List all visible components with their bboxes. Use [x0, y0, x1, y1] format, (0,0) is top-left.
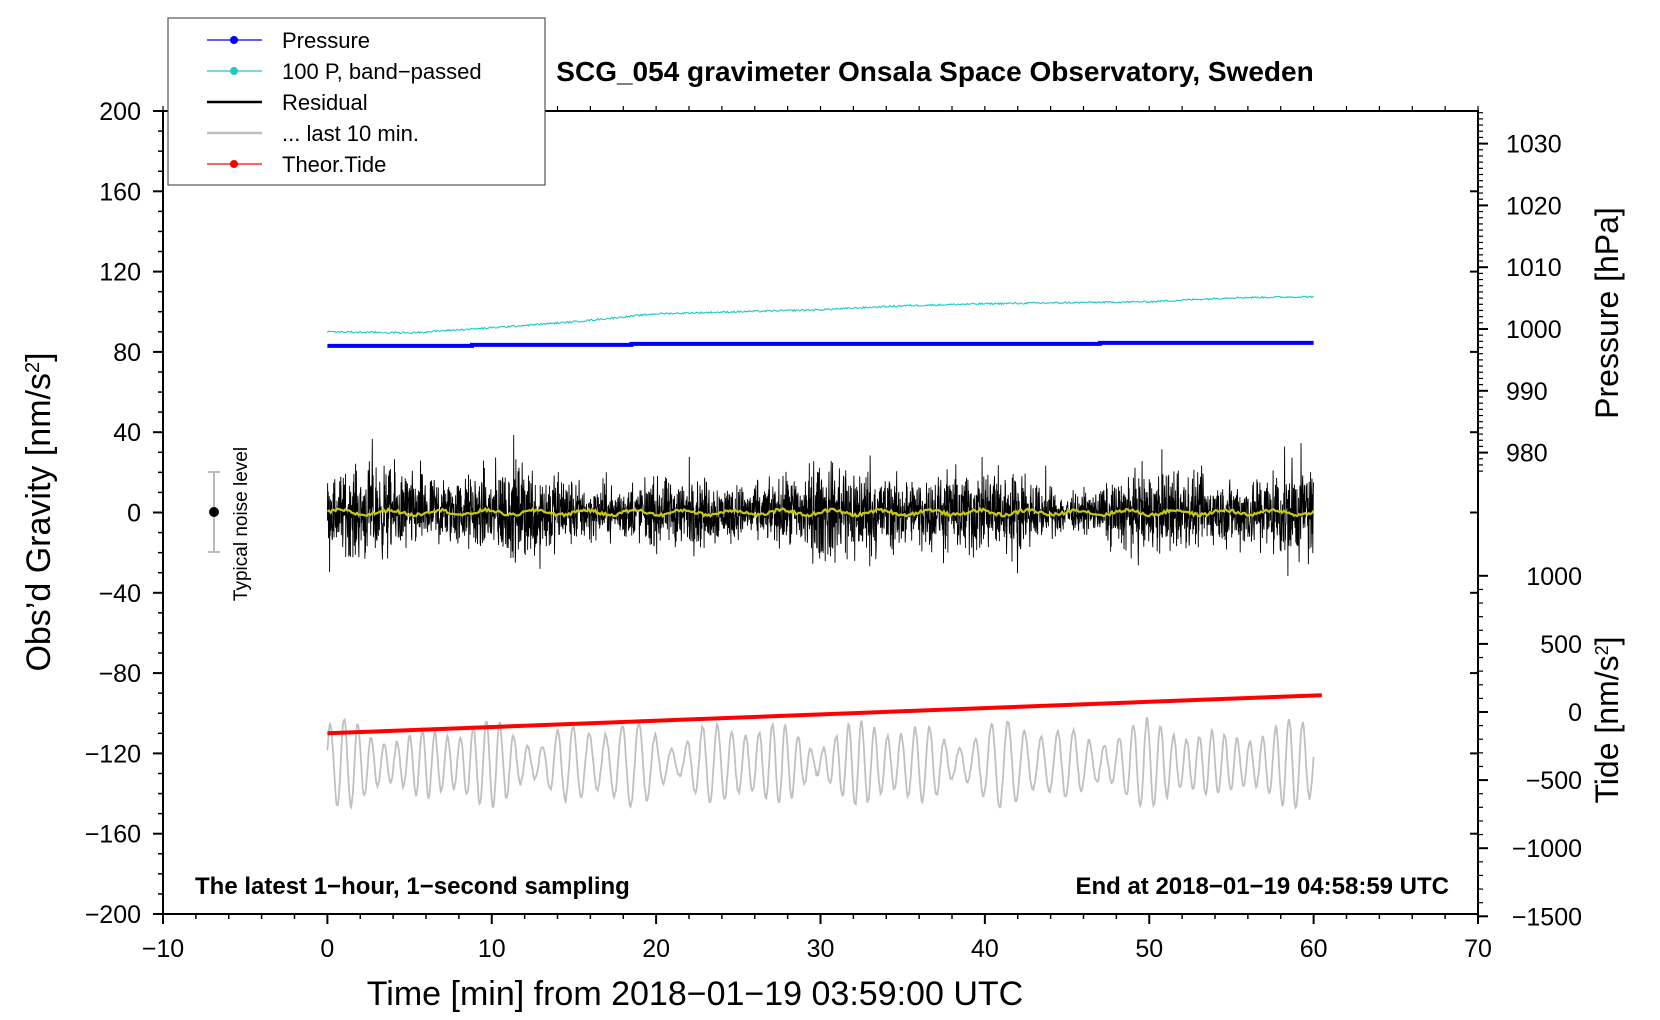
legend-label: 100 P, band−passed — [282, 59, 482, 84]
left-axis: 200 160 120 80 40 0 −40 −80 −120 −160 −200 — [85, 98, 1478, 929]
pressure-tick-label: 990 — [1506, 378, 1548, 406]
legend-swatch-marker — [230, 67, 238, 75]
x-tick-label: 70 — [1464, 935, 1492, 963]
y-tick-label-left: 160 — [99, 178, 141, 206]
pressure-tick-label: 1020 — [1506, 192, 1562, 220]
y-tick-label-left: −120 — [85, 740, 141, 768]
legend-items: Pressure 100 P, band−passed Residual ... la… — [207, 28, 482, 177]
chart-title: SCG_054 gravimeter Onsala Space Observat… — [556, 56, 1313, 87]
x-tick-label: −10 — [142, 935, 184, 963]
y-tick-label-left: −40 — [99, 580, 141, 608]
note-right: End at 2018−01−19 04:58:59 UTC — [1075, 873, 1449, 900]
residual-smoothed-series — [327, 506, 1315, 519]
legend: Pressure 100 P, band−passed Residual ... la… — [167, 17, 546, 186]
pressure-tick-label: 980 — [1506, 440, 1548, 468]
x-tick-label: 30 — [807, 935, 835, 963]
y-tick-label-left: −160 — [85, 821, 141, 849]
legend-item: Theor.Tide — [207, 152, 386, 177]
legend-item: Residual — [207, 90, 368, 115]
tide-tick-label: −1000 — [1512, 835, 1582, 863]
tide-tick-label: 1000 — [1526, 563, 1582, 591]
x-tick-label: 0 — [320, 935, 334, 963]
tide-tick-label: −500 — [1526, 767, 1582, 795]
noise-center-dot — [209, 507, 219, 517]
legend-swatch-marker — [230, 160, 238, 168]
note-left: The latest 1−hour, 1−second sampling — [195, 873, 630, 900]
y-axis-label-tide: Tide [nm/s2] — [1589, 636, 1625, 803]
legend-item: Pressure — [207, 28, 370, 53]
y-tick-label-left: 200 — [99, 98, 141, 126]
noise-level-indicator: Typical noise level — [208, 447, 252, 601]
legend-swatch-marker — [230, 36, 238, 44]
x-tick-label: 50 — [1135, 935, 1163, 963]
last-10-min-series — [326, 716, 1315, 810]
tide-tick-label: 0 — [1568, 699, 1582, 727]
x-tick-label: 10 — [478, 935, 506, 963]
y-tick-label-left: 40 — [113, 419, 141, 447]
x-axis-label: Time [min] from 2018−01−19 03:59:00 UTC — [367, 975, 1023, 1013]
noise-label: Typical noise level — [231, 447, 252, 601]
pressure-tick-label: 1000 — [1506, 316, 1562, 344]
legend-label: Theor.Tide — [282, 152, 386, 177]
y-axis-label-left: Obs’d Gravity [nm/s2] — [20, 352, 58, 671]
legend-item: 100 P, band−passed — [207, 59, 482, 84]
x-tick-label: 60 — [1300, 935, 1328, 963]
theor-tide-series — [327, 693, 1322, 736]
y-tick-label-left: 0 — [127, 500, 141, 528]
legend-label: ... last 10 min. — [282, 121, 419, 146]
tide-tick-label: −1500 — [1512, 903, 1582, 931]
y-axis-label-pressure: Pressure [hPa] — [1589, 207, 1625, 419]
bottom-axis: −10 0 10 20 30 40 50 60 70 — [142, 914, 1492, 963]
y-tick-label-left: −200 — [85, 901, 141, 929]
pressure-tick-label: 1010 — [1506, 254, 1562, 282]
tide-tick-label: 500 — [1540, 631, 1582, 659]
pressure-tick-label: 1030 — [1506, 131, 1562, 159]
pressure-series — [327, 340, 1314, 348]
y-tick-label-left: −80 — [99, 660, 141, 688]
legend-label: Pressure — [282, 28, 370, 53]
residual-series — [326, 434, 1315, 577]
x-tick-label: 40 — [971, 935, 999, 963]
y-tick-label-left: 80 — [113, 339, 141, 367]
y-tick-label-left: 120 — [99, 259, 141, 287]
band-passed-pressure-series — [326, 295, 1314, 335]
x-tick-label: 20 — [642, 935, 670, 963]
legend-label: Residual — [282, 90, 368, 115]
series-layer — [326, 295, 1322, 810]
legend-item: ... last 10 min. — [207, 121, 419, 146]
